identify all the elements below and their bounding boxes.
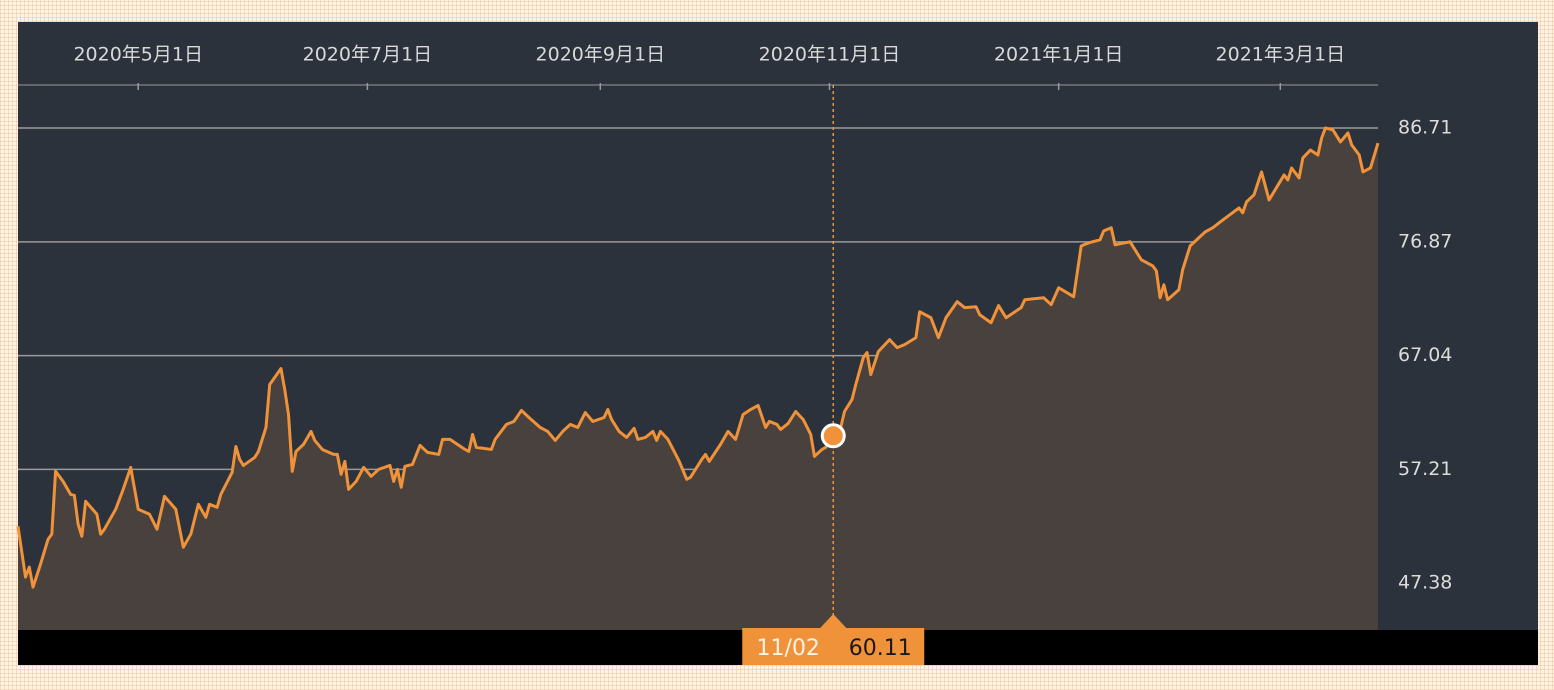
tooltip-pointer <box>819 614 848 629</box>
tooltip-date: 11/02 <box>757 636 820 661</box>
x-tick-label: 2021年3月1日 <box>1216 44 1346 66</box>
x-tick-label: 2020年9月1日 <box>536 44 666 66</box>
y-tick-label: 67.04 <box>1398 344 1452 366</box>
x-tick-label: 2020年7月1日 <box>303 44 433 66</box>
y-tick-label: 47.38 <box>1398 572 1452 594</box>
tooltip-value: 60.11 <box>849 636 912 661</box>
line <box>16 126 1380 589</box>
x-tick-label: 2021年1月1日 <box>994 44 1124 66</box>
y-tick-label: 57.21 <box>1398 458 1452 480</box>
x-tick-label: 2020年5月1日 <box>73 44 203 66</box>
y-tick-label: 76.87 <box>1398 230 1452 252</box>
area <box>18 127 1378 630</box>
x-tick-label: 2020年11月1日 <box>759 44 901 66</box>
highlight-point <box>820 423 846 449</box>
y-tick-label: 86.71 <box>1398 116 1452 138</box>
tooltip-box <box>742 628 925 665</box>
